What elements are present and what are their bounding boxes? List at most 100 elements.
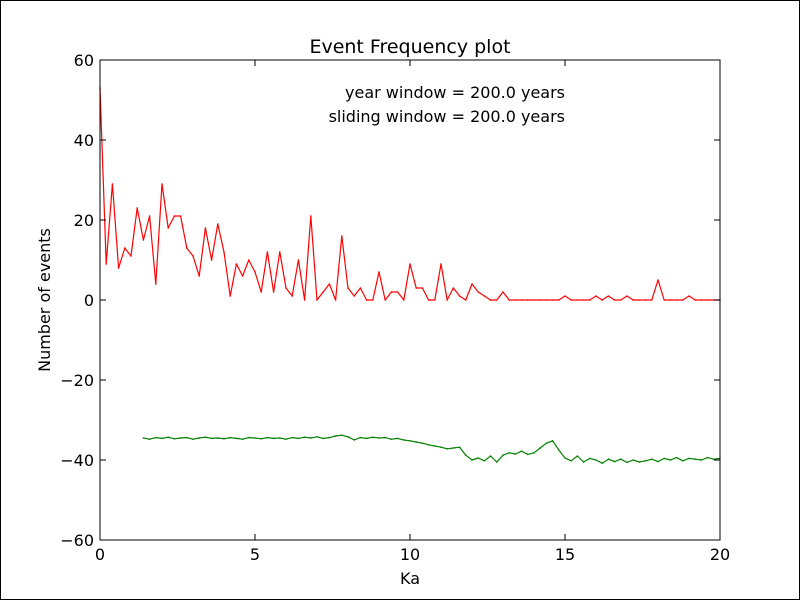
data-point (235, 437, 238, 440)
data-point (489, 455, 492, 457)
data-point (241, 275, 244, 277)
x-axis-title: Ka (400, 569, 420, 588)
data-point (186, 247, 188, 249)
data-point (229, 436, 231, 439)
data-point (663, 457, 665, 460)
y-tick-label: 20 (74, 211, 94, 230)
data-point (601, 462, 603, 465)
data-point (477, 291, 480, 293)
data-point (657, 279, 659, 281)
data-point (254, 271, 256, 273)
data-point (204, 227, 207, 229)
data-point (613, 460, 616, 463)
data-point (111, 183, 114, 185)
data-point (502, 454, 504, 457)
y-tick-label: 40 (74, 131, 94, 150)
data-point (688, 295, 690, 297)
data-point (173, 438, 176, 440)
data-point (167, 436, 169, 439)
plot-area: 0 5 10 15 20 60 40 20 0 −20 −40 −60 (60, 51, 730, 564)
data-point (210, 437, 213, 440)
data-point (415, 441, 418, 443)
data-point (452, 287, 455, 289)
data-point (316, 436, 318, 438)
data-point (297, 437, 300, 440)
data-point (124, 247, 126, 249)
data-point (384, 299, 387, 301)
data-point (527, 299, 529, 301)
data-point (582, 461, 585, 463)
data-point (632, 459, 634, 461)
series-2 (142, 434, 721, 465)
data-point (142, 437, 145, 439)
data-point (254, 437, 256, 439)
data-point (682, 460, 684, 462)
data-point (483, 295, 486, 297)
data-point (223, 438, 225, 440)
axes-background (100, 60, 720, 540)
data-point (279, 251, 281, 253)
data-point (514, 299, 517, 301)
data-point (285, 438, 287, 441)
data-point (322, 437, 325, 440)
data-point (626, 295, 628, 297)
data-point (192, 438, 194, 441)
data-point (353, 439, 356, 441)
data-point (204, 436, 207, 439)
data-point (161, 183, 163, 185)
data-point (378, 437, 380, 439)
data-point (545, 442, 548, 445)
data-point (105, 263, 107, 265)
data-point (167, 227, 169, 229)
data-point (700, 299, 703, 301)
data-point (303, 436, 306, 439)
data-point (620, 299, 622, 301)
data-point (403, 439, 405, 441)
data-point (217, 223, 219, 225)
data-point (644, 299, 647, 301)
data-point (694, 458, 696, 461)
data-point (558, 449, 560, 451)
data-point (198, 437, 200, 439)
data-point (359, 436, 362, 439)
data-point (390, 291, 393, 293)
data-point (291, 436, 294, 439)
data-point (186, 436, 188, 439)
data-point (471, 283, 473, 285)
data-point (396, 291, 399, 293)
data-point (657, 460, 659, 463)
data-point (434, 299, 436, 301)
data-point (502, 291, 504, 293)
data-point (520, 450, 523, 453)
data-point (365, 437, 368, 440)
x-tick-label: 15 (555, 545, 575, 564)
data-point (155, 436, 157, 439)
data-point (266, 251, 269, 253)
data-point (390, 438, 393, 441)
data-point (378, 271, 380, 273)
data-point (601, 299, 603, 301)
y-tick-label: −40 (60, 451, 94, 470)
data-point (564, 457, 566, 459)
data-point (582, 299, 585, 301)
data-point (248, 259, 250, 261)
data-point (434, 445, 436, 447)
y-tick-label: −60 (60, 531, 94, 550)
data-point (409, 440, 411, 442)
data-point (210, 259, 213, 261)
data-point (260, 438, 263, 440)
data-point (595, 459, 597, 461)
data-point (477, 457, 480, 459)
data-point (607, 295, 610, 297)
x-tick-label: 10 (400, 545, 420, 564)
x-tick-label: 0 (95, 545, 105, 564)
annotation-year-window: year window = 200.0 years (345, 83, 565, 102)
data-point (148, 438, 151, 441)
data-point (651, 458, 653, 461)
data-point (179, 437, 182, 439)
data-point (161, 437, 163, 440)
data-point (669, 299, 672, 301)
data-point (341, 434, 343, 437)
data-point (607, 458, 610, 461)
